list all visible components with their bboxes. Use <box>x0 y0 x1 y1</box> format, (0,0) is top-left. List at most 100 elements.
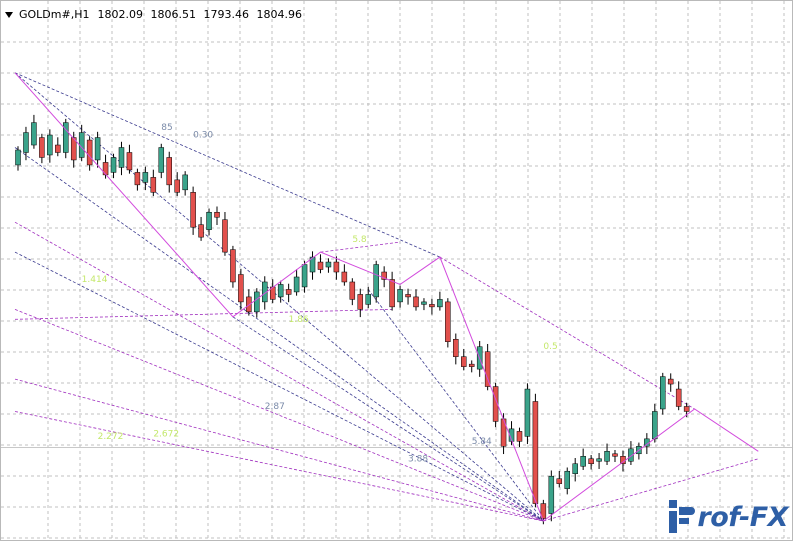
candle-body <box>588 458 594 464</box>
candle-body <box>23 132 29 153</box>
candle-body <box>198 224 204 238</box>
candle-body <box>508 428 515 442</box>
candle-body <box>492 386 499 422</box>
candle-body <box>596 458 602 462</box>
candle-body <box>556 478 563 484</box>
candle-body <box>285 289 292 295</box>
candle-body <box>524 388 531 437</box>
candle-body <box>612 453 618 457</box>
candle-body <box>349 281 356 300</box>
candle-body <box>317 261 324 270</box>
fib-level-label: 2.87 <box>265 402 285 412</box>
candle-body <box>564 470 570 489</box>
logo-text: rof-FX <box>697 501 788 533</box>
candle-body <box>628 448 634 462</box>
fan-line <box>14 251 544 522</box>
candle-body <box>604 451 610 462</box>
candle-body <box>468 363 475 367</box>
candle-body <box>190 192 196 228</box>
fan-line <box>367 289 544 522</box>
fib-level-label: 1.414 <box>82 275 108 285</box>
high-value: 1806.51 <box>150 8 196 21</box>
candle-body <box>667 378 674 385</box>
candle-body <box>206 211 212 230</box>
candle-body <box>461 356 467 367</box>
candle-body <box>437 299 443 308</box>
candle-body <box>373 264 379 298</box>
candle-body <box>150 177 157 193</box>
candle-body <box>126 152 133 171</box>
candle-body <box>309 256 316 273</box>
candle-body <box>94 137 101 161</box>
candle-body <box>357 294 364 310</box>
candle-body <box>55 144 61 153</box>
candle-body <box>325 261 332 268</box>
candle-body <box>246 296 252 313</box>
candle-body <box>134 172 141 186</box>
candle-body <box>118 147 125 168</box>
candle-body <box>47 134 53 156</box>
candle-body <box>293 276 300 293</box>
zigzag-line <box>14 72 759 522</box>
candle-body <box>540 503 547 519</box>
candle-body <box>86 139 93 166</box>
candle-body <box>548 475 555 514</box>
fib-level-label: 1.86 <box>289 315 309 325</box>
fib-level-label: 2.272 <box>98 432 124 442</box>
candle-body <box>341 271 348 283</box>
candle-body <box>516 431 523 442</box>
candle-body <box>484 351 491 387</box>
candle-body <box>31 122 37 146</box>
candle-body <box>158 147 165 173</box>
close-value: 1804.96 <box>256 8 302 21</box>
fib-level-label: 5.8 <box>352 235 367 245</box>
watermark-logo: rof-FX <box>665 498 788 536</box>
fan-line <box>14 72 441 258</box>
candle-body <box>301 264 308 288</box>
triangle-down-icon <box>5 11 13 18</box>
candle-body <box>277 284 284 298</box>
fib-level-label: 5.84 <box>472 437 492 447</box>
candle-body <box>142 172 149 183</box>
low-value: 1793.46 <box>203 8 249 21</box>
symbol-label: GOLDm#,H1 <box>19 8 90 21</box>
fan-line <box>320 241 401 253</box>
fib-level-label: 85 <box>161 123 172 133</box>
candle-body <box>39 137 45 158</box>
candle-body <box>421 301 427 305</box>
candle-body <box>333 261 340 273</box>
chart-header: GOLDm#,H1 1802.09 1806.51 1793.46 1804.9… <box>5 8 302 21</box>
fan-line <box>14 378 544 522</box>
candle-body <box>254 291 260 313</box>
candle-body <box>238 274 244 303</box>
candle-body <box>532 401 539 504</box>
candle-body <box>389 279 395 308</box>
candle-body <box>365 294 371 305</box>
candle-body <box>683 406 690 412</box>
candle-body <box>63 122 69 153</box>
candle-body <box>453 338 459 357</box>
candle-body <box>166 157 172 186</box>
open-value: 1802.09 <box>97 8 143 21</box>
candle-body <box>445 301 451 342</box>
candle-body <box>230 249 236 283</box>
fib-level-label: 0.30 <box>193 131 213 141</box>
fib-level-label: 2.672 <box>153 429 179 439</box>
candle-body <box>397 289 403 303</box>
candle-body <box>214 211 220 218</box>
candle-body <box>413 296 419 308</box>
fan-line <box>439 256 695 410</box>
candle-body <box>15 149 21 166</box>
candle-body <box>580 456 586 467</box>
candle-body <box>222 219 228 253</box>
candle-body <box>675 388 682 407</box>
candle-body <box>429 304 435 308</box>
candle-body <box>110 157 117 173</box>
candle-body <box>572 463 578 474</box>
candle-body <box>70 137 77 161</box>
candle-body <box>182 174 188 191</box>
candle-body <box>652 411 658 440</box>
fan-line <box>232 316 544 522</box>
